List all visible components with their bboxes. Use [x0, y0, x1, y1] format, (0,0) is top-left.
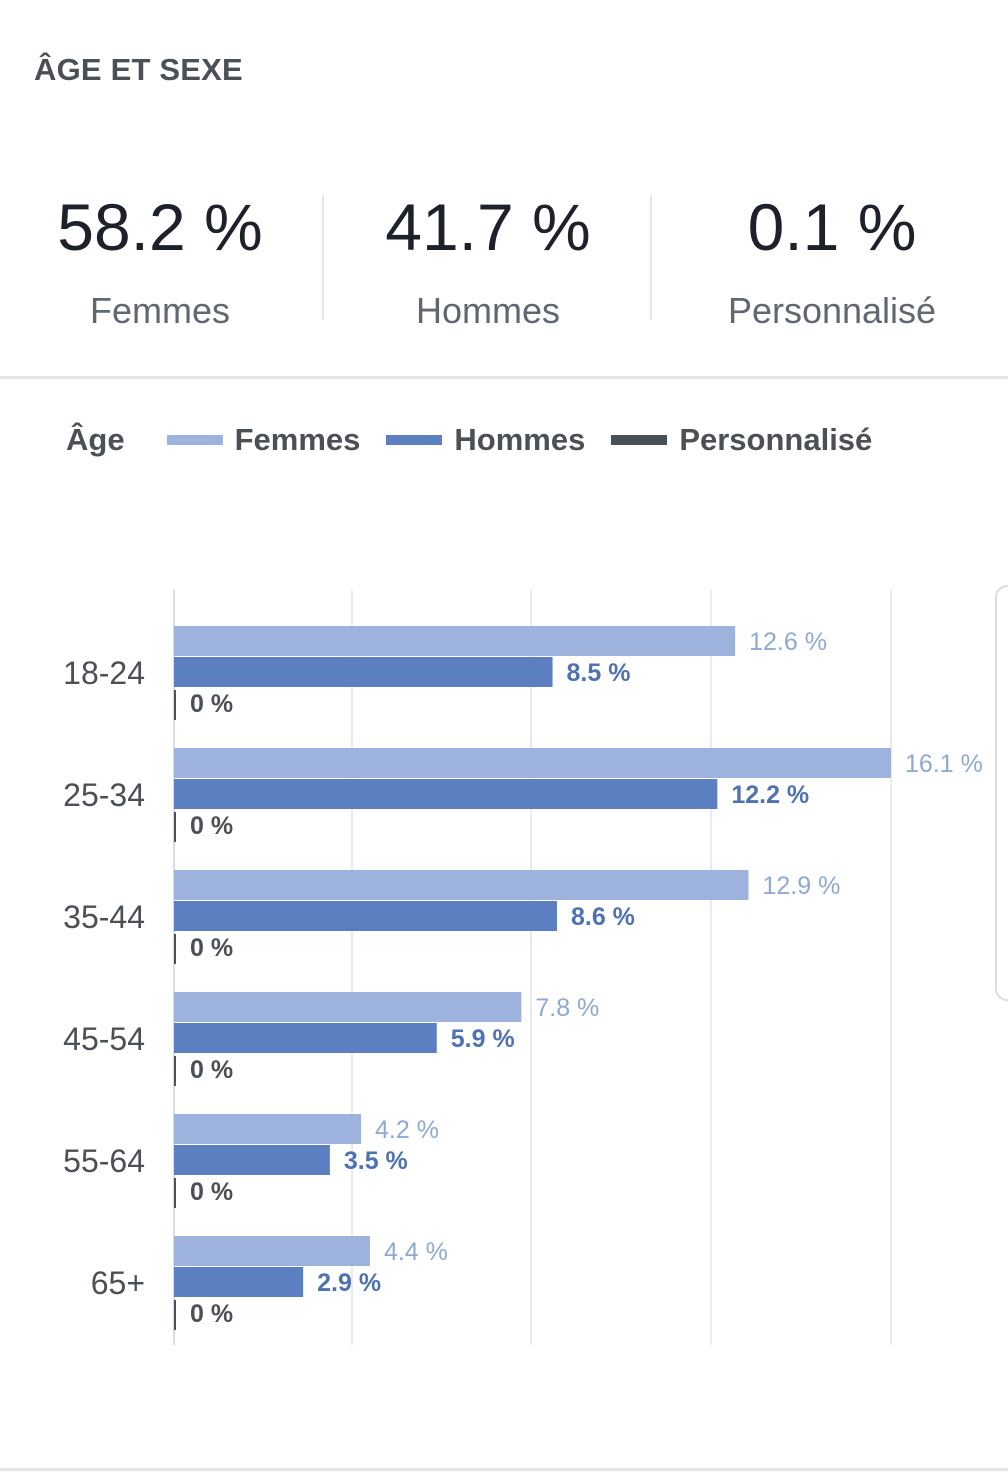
chart-legend: Âge Femmes Hommes Personnalisé [66, 418, 898, 462]
stat-label: Hommes [415, 290, 561, 331]
category-label: 35-44 [63, 899, 145, 935]
stat-value: 58.2 % [57, 190, 263, 264]
data-label: 5.9 % [451, 1025, 515, 1053]
data-label: 0 % [190, 1300, 233, 1328]
stat-personnalise: 0.1 % Personnalisé [672, 180, 992, 332]
data-label: 8.6 % [571, 903, 635, 931]
bar-femmes [174, 992, 522, 1022]
data-label: 16.1 % [905, 750, 983, 778]
bar-hommes [174, 1145, 330, 1175]
data-label: 0 % [190, 1056, 233, 1084]
stat-label: Personnalisé [727, 290, 937, 331]
bar-hommes [174, 657, 553, 687]
section-divider [0, 376, 1008, 379]
legend-swatch-femmes [166, 435, 223, 445]
legend-label: Femmes [234, 422, 361, 457]
data-label: 7.8 % [535, 994, 599, 1022]
stat-value: 41.7 % [385, 190, 591, 264]
data-label: 3.5 % [344, 1147, 408, 1175]
stat-hommes: 41.7 % Hommes [328, 180, 648, 332]
bar-personnalisé [174, 1178, 176, 1208]
bar-personnalisé [174, 1300, 176, 1330]
stat-value: 0.1 % [747, 190, 917, 264]
age-gender-bar-chart: 18-24 12.6 % 8.5 % 0 % 25-34 16.1 % 12.2 % 0 % 3… [63, 590, 983, 1345]
data-label: 12.2 % [731, 781, 809, 809]
bar-personnalisé [174, 812, 176, 842]
stat-label: Femmes [89, 290, 230, 331]
data-label: 4.4 % [384, 1238, 448, 1266]
bar-femmes [174, 626, 736, 656]
bar-femmes [174, 1236, 370, 1266]
legend-axis-name: Âge [66, 422, 125, 457]
legend-item-femmes[interactable]: Femmes [166, 422, 361, 458]
bar-hommes [174, 779, 718, 809]
section-title: ÂGE ET SEXE [34, 52, 243, 87]
legend-label: Hommes [454, 422, 586, 457]
bar-hommes [174, 1023, 437, 1053]
category-label: 65+ [91, 1265, 145, 1301]
data-label: 0 % [190, 934, 233, 962]
summary-stats: 58.2 % Femmes 41.7 % Hommes 0.1 % Person… [0, 180, 1008, 340]
data-label: 8.5 % [567, 659, 631, 687]
bar-personnalisé [174, 690, 176, 720]
data-label: 0 % [190, 812, 233, 840]
stat-femmes: 58.2 % Femmes [0, 180, 320, 332]
legend-item-personnalise[interactable]: Personnalisé [611, 422, 872, 458]
data-label: 2.9 % [317, 1269, 381, 1297]
data-label: 0 % [190, 1178, 233, 1206]
summary-divider [322, 195, 324, 320]
data-label: 12.6 % [749, 628, 827, 656]
bar-femmes [174, 870, 749, 900]
scrollbar[interactable] [995, 585, 1008, 1001]
legend-swatch-hommes [386, 435, 443, 445]
category-label: 55-64 [63, 1143, 145, 1179]
bottom-divider [0, 1468, 1008, 1471]
data-label: 0 % [190, 690, 233, 718]
category-label: 18-24 [63, 655, 145, 691]
category-label: 25-34 [63, 777, 145, 813]
legend-label: Personnalisé [679, 422, 873, 457]
bar-personnalisé [174, 1056, 176, 1086]
bar-femmes [174, 748, 891, 778]
summary-divider [650, 195, 652, 320]
bar-femmes [174, 1114, 362, 1144]
data-label: 12.9 % [762, 872, 840, 900]
category-label: 45-54 [63, 1021, 145, 1057]
data-label: 4.2 % [375, 1116, 439, 1144]
bar-personnalisé [174, 934, 176, 964]
bar-hommes [174, 901, 557, 931]
bar-hommes [174, 1267, 304, 1297]
legend-item-hommes[interactable]: Hommes [386, 422, 585, 458]
legend-swatch-personnalise [611, 435, 668, 445]
